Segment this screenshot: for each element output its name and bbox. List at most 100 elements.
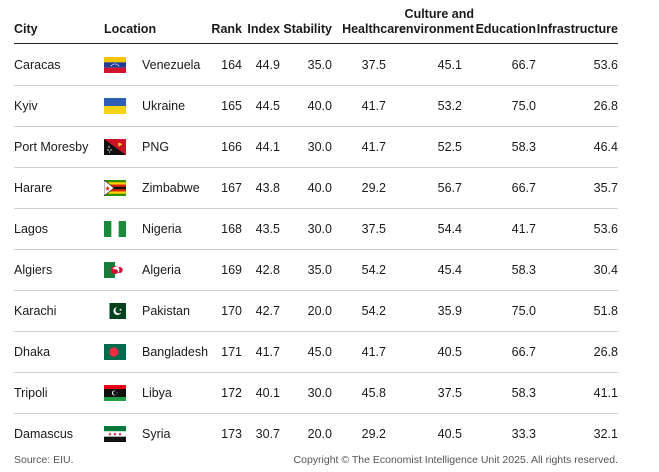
infrastructure-cell: 26.8 xyxy=(593,345,618,359)
location-cell: Syria xyxy=(142,427,171,441)
pakistan-flag-icon xyxy=(104,303,126,319)
index-cell: 41.7 xyxy=(255,345,280,359)
infrastructure-cell: 51.8 xyxy=(593,304,618,318)
healthcare-cell: 29.2 xyxy=(361,427,386,441)
city-cell: Caracas xyxy=(14,58,61,72)
index-cell: 44.5 xyxy=(255,99,280,113)
bangladesh-flag-icon xyxy=(104,344,126,360)
table-row-karachi: Karachi Pakistan 170 42.7 20.0 54.2 35.9… xyxy=(14,291,618,332)
rank-cell: 170 xyxy=(221,304,242,318)
stability-cell: 30.0 xyxy=(307,222,332,236)
libya-flag-icon xyxy=(104,385,126,401)
table-row-damascus: Damascus Syria 173 30.7 20.0 29.2 40.5 3… xyxy=(14,414,618,454)
culture-cell: 35.9 xyxy=(437,304,462,318)
header-culture: Culture and environment xyxy=(399,7,474,37)
rank-cell: 169 xyxy=(221,263,242,277)
location-cell: Algeria xyxy=(142,263,181,277)
healthcare-cell: 54.2 xyxy=(361,304,386,318)
stability-cell: 45.0 xyxy=(307,345,332,359)
location-cell: PNG xyxy=(142,140,170,154)
zimbabwe-flag-icon xyxy=(104,180,126,196)
culture-cell: 53.2 xyxy=(437,99,462,113)
city-cell: Karachi xyxy=(14,304,57,318)
table-row-lagos: Lagos Nigeria 168 43.5 30.0 37.5 54.4 41… xyxy=(14,209,618,250)
location-cell: Venezuela xyxy=(142,58,201,72)
stability-cell: 20.0 xyxy=(307,427,332,441)
education-cell: 58.3 xyxy=(511,386,536,400)
culture-cell: 56.7 xyxy=(437,181,462,195)
rank-cell: 167 xyxy=(221,181,242,195)
stability-cell: 30.0 xyxy=(307,386,332,400)
png-flag-icon xyxy=(104,139,126,155)
header-rank: Rank xyxy=(211,22,242,36)
healthcare-cell: 41.7 xyxy=(361,345,386,359)
header-stability: Stability xyxy=(283,22,332,36)
city-cell: Dhaka xyxy=(14,345,51,359)
stability-cell: 40.0 xyxy=(307,181,332,195)
index-cell: 44.9 xyxy=(255,58,280,72)
header-index: Index xyxy=(247,22,280,36)
stability-cell: 35.0 xyxy=(307,58,332,72)
rank-cell: 164 xyxy=(221,58,242,72)
index-cell: 42.8 xyxy=(255,263,280,277)
culture-cell: 45.1 xyxy=(437,58,462,72)
table-body: Caracas Venezuela 164 44.9 35.0 37.5 45.… xyxy=(14,45,618,454)
stability-cell: 30.0 xyxy=(307,140,332,154)
index-cell: 40.1 xyxy=(255,386,280,400)
infrastructure-cell: 53.6 xyxy=(593,58,618,72)
index-cell: 30.7 xyxy=(255,427,280,441)
healthcare-cell: 41.7 xyxy=(361,140,386,154)
index-cell: 43.5 xyxy=(255,222,280,236)
header-city: City xyxy=(14,22,38,36)
healthcare-cell: 37.5 xyxy=(361,58,386,72)
healthcare-cell: 37.5 xyxy=(361,222,386,236)
education-cell: 66.7 xyxy=(511,58,536,72)
header-culture-line2: environment xyxy=(398,22,474,36)
education-cell: 75.0 xyxy=(511,304,536,318)
rank-cell: 172 xyxy=(221,386,242,400)
copyright-note: Copyright © The Economist Intelligence U… xyxy=(293,454,618,466)
city-cell: Algiers xyxy=(14,263,53,277)
stability-cell: 40.0 xyxy=(307,99,332,113)
index-cell: 43.8 xyxy=(255,181,280,195)
algeria-flag-icon xyxy=(104,262,126,278)
education-cell: 58.3 xyxy=(511,140,536,154)
location-cell: Zimbabwe xyxy=(142,181,200,195)
index-cell: 44.1 xyxy=(255,140,280,154)
rank-cell: 166 xyxy=(221,140,242,154)
culture-cell: 40.5 xyxy=(437,427,462,441)
education-cell: 66.7 xyxy=(511,181,536,195)
city-cell: Port Moresby xyxy=(14,140,89,154)
education-cell: 75.0 xyxy=(511,99,536,113)
index-cell: 42.7 xyxy=(255,304,280,318)
education-cell: 41.7 xyxy=(511,222,536,236)
infrastructure-cell: 46.4 xyxy=(593,140,618,154)
header-healthcare: Healthcare xyxy=(342,22,406,36)
education-cell: 66.7 xyxy=(511,345,536,359)
rank-cell: 171 xyxy=(221,345,242,359)
location-cell: Bangladesh xyxy=(142,345,209,359)
infrastructure-cell: 26.8 xyxy=(593,99,618,113)
header-education: Education xyxy=(475,22,536,36)
city-cell: Damascus xyxy=(14,427,74,441)
header-location: Location xyxy=(104,22,157,36)
healthcare-cell: 54.2 xyxy=(361,263,386,277)
infrastructure-cell: 32.1 xyxy=(593,427,618,441)
rank-cell: 165 xyxy=(221,99,242,113)
infrastructure-cell: 30.4 xyxy=(593,263,618,277)
healthcare-cell: 45.8 xyxy=(361,386,386,400)
location-cell: Libya xyxy=(142,386,172,400)
header-culture-line1: Culture and xyxy=(404,7,474,21)
culture-cell: 37.5 xyxy=(437,386,462,400)
syria-flag-icon xyxy=(104,426,126,442)
table-row-dhaka: Dhaka Bangladesh 171 41.7 45.0 41.7 40.5… xyxy=(14,332,618,373)
stability-cell: 20.0 xyxy=(307,304,332,318)
table-row-kyiv: Kyiv Ukraine 165 44.5 40.0 41.7 53.2 75.… xyxy=(14,86,618,127)
city-cell: Kyiv xyxy=(14,99,38,113)
rank-cell: 173 xyxy=(221,427,242,441)
table-row-harare: Harare Zimbabwe 167 43.8 40.0 29.2 56.7 … xyxy=(14,168,618,209)
culture-cell: 40.5 xyxy=(437,345,462,359)
table-row-algiers: Algiers Algeria 169 42.8 35.0 54.2 45.4 … xyxy=(14,250,618,291)
culture-cell: 45.4 xyxy=(437,263,462,277)
table-row-tripoli: Tripoli Libya 172 40.1 30.0 45.8 37.5 58… xyxy=(14,373,618,414)
